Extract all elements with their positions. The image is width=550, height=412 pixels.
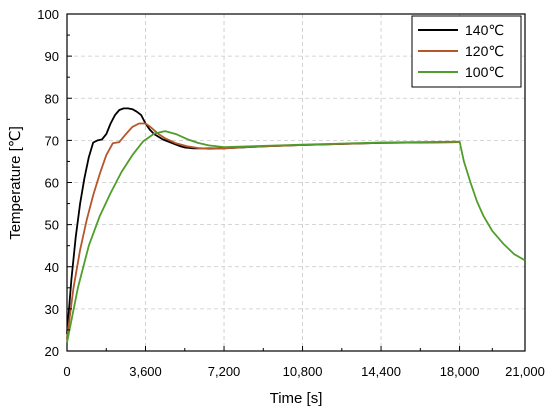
series-line-3 [66,130,526,343]
x-tick-label: 21,000 [505,364,545,379]
series-line-1 [66,107,460,335]
y-tick-label: 40 [45,260,59,275]
x-tick-label: 10,800 [283,364,323,379]
x-tick-label: 0 [63,364,70,379]
y-tick-label: 50 [45,218,59,233]
series-layer [66,107,526,343]
y-tick-label: 100 [37,7,59,22]
x-tick-label: 7,200 [208,364,241,379]
y-tick-label: 20 [45,344,59,359]
legend-label: 140℃ [465,22,504,38]
legend-items: 140℃ 120℃ 100℃ [418,22,504,80]
axis-ticks [66,13,526,352]
y-tick-label: 70 [45,133,59,148]
series-line-2 [66,122,460,339]
legend-label: 100℃ [465,64,504,80]
y-tick-label: 30 [45,302,59,317]
x-tick-label: 3,600 [129,364,162,379]
x-axis-title: Time [s] [270,390,323,407]
legend-label: 120℃ [465,43,504,59]
x-tick-label: 18,000 [440,364,480,379]
y-axis-title: Temperature [℃] [7,126,24,240]
legend: 140℃ 120℃ 100℃ [411,15,522,88]
y-tick-label: 60 [45,176,59,191]
y-tick-labels: 20 30 40 50 60 70 80 90 100 [37,7,59,359]
grid [67,14,525,351]
y-tick-label: 90 [45,49,59,64]
y-tick-label: 80 [45,91,59,106]
x-tick-label: 14,400 [361,364,401,379]
x-tick-labels: 0 3,600 7,200 10,800 14,400 18,000 21,000 [63,364,545,379]
